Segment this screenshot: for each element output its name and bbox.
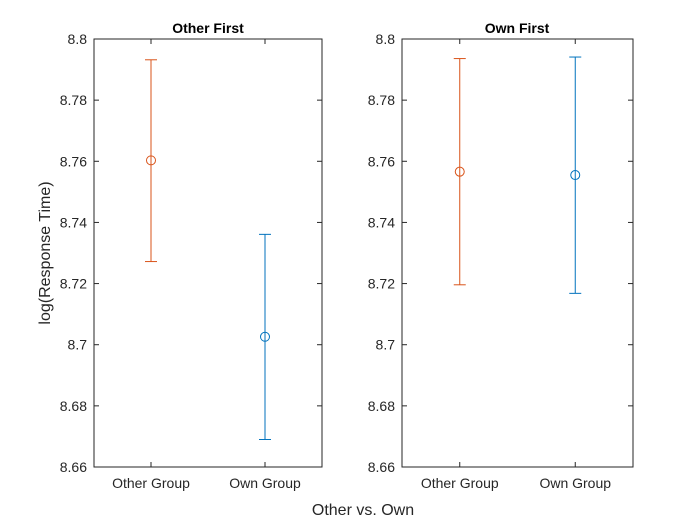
y-tick-label: 8.78 [60,92,87,108]
errorbar-marks [145,59,271,440]
y-tick-label: 8.74 [368,214,395,230]
y-tick-label: 8.66 [60,459,87,475]
panel-own-first: Own First 8.66 8.68 8.7 8.72 8.74 8.76 8.78 8.8… [368,20,634,491]
y-tick-label: 8.74 [60,214,87,230]
y-tick-label: 8.68 [60,398,87,414]
axes-box [401,38,634,468]
x-tick-label: Other Group [421,475,499,491]
y-tick-label: 8.8 [376,31,396,47]
mean-marker [454,166,465,177]
x-axis-label: Other vs. Own [312,502,414,519]
errorbar-marks [453,56,582,294]
y-tick-label: 8.76 [368,153,395,169]
y-tick-label: 8.68 [368,398,395,414]
y-tick-label: 8.72 [60,276,87,292]
mean-marker [570,170,581,181]
y-tick-label: 8.7 [376,337,396,353]
y-tick-label: 8.7 [68,337,88,353]
axes-box [93,38,323,468]
panel-title: Other First [172,20,244,36]
y-tick-label: 8.8 [68,31,88,47]
x-tick-label: Own Group [539,475,611,491]
y-tick-label: 8.66 [368,459,395,475]
y-tick-label: 8.72 [368,276,395,292]
panel-title: Own First [485,20,550,36]
x-tick-label: Other Group [112,475,190,491]
y-axis-ticks: 8.66 8.68 8.7 8.72 8.74 8.76 8.78 8.8 [368,31,633,475]
mean-marker [146,155,156,166]
x-tick-label: Own Group [229,475,301,491]
mean-marker [260,331,270,342]
y-tick-label: 8.76 [60,153,87,169]
y-tick-label: 8.78 [368,92,395,108]
y-axis-ticks: 8.66 8.68 8.7 8.72 8.74 8.76 8.78 8.8 [60,31,322,475]
y-axis-label: log(Response Time) [37,181,54,324]
x-axis-ticks: Other Group Own Group [421,39,611,491]
x-axis-ticks: Other Group Own Group [112,39,301,491]
panel-other-first: Other First 8.668.688.78.728.748.768.788… [60,20,323,491]
